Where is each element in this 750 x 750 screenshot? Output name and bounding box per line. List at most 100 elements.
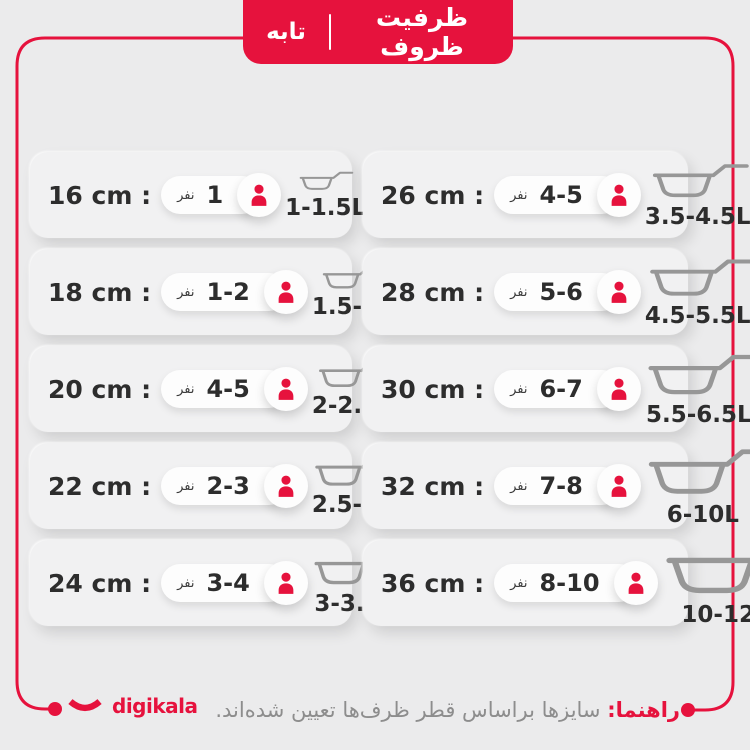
size-label: 30 cm :	[381, 374, 485, 404]
size-card: 22 cm : نفر 2-3 2.5-3L	[30, 443, 393, 529]
person-badge	[596, 173, 641, 217]
frying-pan-icon	[648, 448, 750, 494]
size-card: 28 cm : نفر 5-6 4.5-5.5L	[363, 249, 750, 335]
capacity-label: 10-12L	[681, 601, 750, 628]
tab-divider	[329, 14, 331, 50]
person-badge	[596, 464, 641, 508]
digikala-logo: digikala	[66, 694, 198, 718]
size-label: 26 cm :	[381, 180, 485, 210]
person-badge	[263, 367, 308, 411]
persons-unit-label: نفر	[510, 575, 528, 591]
persons-unit-label: نفر	[510, 478, 528, 494]
persons-pill: نفر 5-6	[494, 270, 641, 314]
pan-column: 6-10L	[645, 445, 750, 528]
frying-pan-icon	[648, 354, 750, 394]
note-text: سایزها براساس قطر ظرف‌ها تعیین شده‌اند.	[215, 698, 608, 722]
persons-pill: نفر 4-5	[494, 173, 641, 217]
size-label: 28 cm :	[381, 277, 485, 307]
persons-count: 5-6	[539, 278, 583, 306]
person-icon	[611, 378, 627, 400]
persons-unit-label: نفر	[510, 381, 528, 397]
person-icon	[611, 475, 627, 497]
person-icon	[628, 572, 643, 594]
person-badge	[263, 464, 308, 508]
capacity-label: 1-1.5L	[285, 194, 367, 221]
person-badge	[263, 561, 308, 605]
persons-count: 2-3	[206, 472, 250, 500]
persons-count: 7-8	[539, 472, 583, 500]
pan-column: 5.5-6.5L	[645, 351, 750, 428]
person-badge	[613, 561, 658, 605]
digikala-wordmark: digikala	[112, 694, 198, 718]
persons-count: 1	[206, 181, 224, 209]
persons-unit-label: نفر	[177, 187, 195, 203]
pan-column: 10-12L	[662, 539, 750, 628]
person-badge	[596, 270, 641, 314]
frying-pan-icon	[299, 171, 353, 190]
persons-pill: نفر 1	[161, 173, 282, 217]
frying-pan-icon	[652, 163, 749, 197]
person-badge	[263, 270, 308, 314]
person-icon	[278, 572, 294, 594]
note-label: راهنما:	[607, 698, 680, 722]
size-card: 36 cm : نفر 8-10 10-12L	[363, 540, 750, 628]
size-label: 16 cm :	[48, 180, 152, 210]
size-label: 18 cm :	[48, 277, 152, 307]
persons-pill: نفر 1-2	[161, 270, 308, 314]
frame-dot-right	[681, 703, 695, 717]
persons-unit-label: نفر	[510, 187, 528, 203]
footer-note: راهنما: سایزها براساس قطر ظرف‌ها تعیین ش…	[215, 697, 680, 723]
size-card: 26 cm : نفر 4-5 3.5-4.5L	[363, 152, 750, 238]
tab-category-label: تابه	[266, 19, 306, 45]
size-label: 36 cm :	[381, 568, 485, 598]
persons-pill: نفر 4-5	[161, 367, 308, 411]
size-card: 16 cm : نفر 1 1-1.5L	[30, 152, 366, 238]
persons-pill: نفر 7-8	[494, 464, 641, 508]
digikala-smile-icon	[68, 699, 102, 712]
persons-count: 1-2	[206, 278, 250, 306]
tab-title: ظرفیت ظروف	[375, 3, 469, 61]
capacity-label: 3.5-4.5L	[644, 203, 750, 230]
size-label: 32 cm :	[381, 471, 485, 501]
size-card: 32 cm : نفر 7-8 6-10L	[363, 443, 750, 529]
size-card: 18 cm : نفر 1-2 1.5-2L	[30, 249, 393, 335]
capacity-label: 4.5-5.5L	[644, 302, 750, 329]
size-card: 20 cm : نفر 4-5 2-2.5L	[30, 346, 393, 432]
person-icon	[251, 184, 267, 206]
frame-dot-left	[48, 702, 62, 716]
header-tab: تابه ظرفیت ظروف	[243, 0, 513, 64]
persons-count: 4-5	[206, 375, 250, 403]
person-icon	[278, 281, 294, 303]
persons-unit-label: نفر	[510, 284, 528, 300]
persons-unit-label: نفر	[177, 381, 195, 397]
persons-count: 6-7	[539, 375, 583, 403]
size-label: 24 cm :	[48, 568, 152, 598]
persons-count: 3-4	[206, 569, 250, 597]
capacity-label: 5.5-6.5L	[645, 401, 750, 428]
persons-pill: نفر 3-4	[161, 561, 308, 605]
persons-unit-label: نفر	[177, 284, 195, 300]
size-card: 24 cm : نفر 3-4 3-3.5L	[30, 540, 397, 626]
pan-column: 1-1.5L	[285, 170, 366, 221]
size-label: 20 cm :	[48, 374, 152, 404]
person-icon	[611, 184, 627, 206]
persons-unit-label: نفر	[177, 575, 195, 591]
person-badge	[596, 367, 641, 411]
person-badge	[237, 173, 282, 217]
persons-unit-label: نفر	[177, 478, 195, 494]
frying-pan-icon	[665, 557, 750, 593]
pan-column: 4.5-5.5L	[645, 256, 750, 329]
person-icon	[278, 378, 294, 400]
pan-column: 3.5-4.5L	[645, 161, 750, 230]
frying-pan-icon	[649, 259, 750, 296]
persons-count: 4-5	[539, 181, 583, 209]
persons-pill: نفر 2-3	[161, 464, 308, 508]
persons-pill: نفر 6-7	[494, 367, 641, 411]
size-label: 22 cm :	[48, 471, 152, 501]
size-card: 30 cm : نفر 6-7 5.5-6.5L	[363, 346, 750, 432]
cards-grid: 16 cm : نفر 1 1-1.5L 18 cm : نفر	[30, 152, 750, 628]
persons-count: 8-10	[539, 569, 600, 597]
person-icon	[278, 475, 294, 497]
capacity-label: 6-10L	[666, 501, 739, 528]
